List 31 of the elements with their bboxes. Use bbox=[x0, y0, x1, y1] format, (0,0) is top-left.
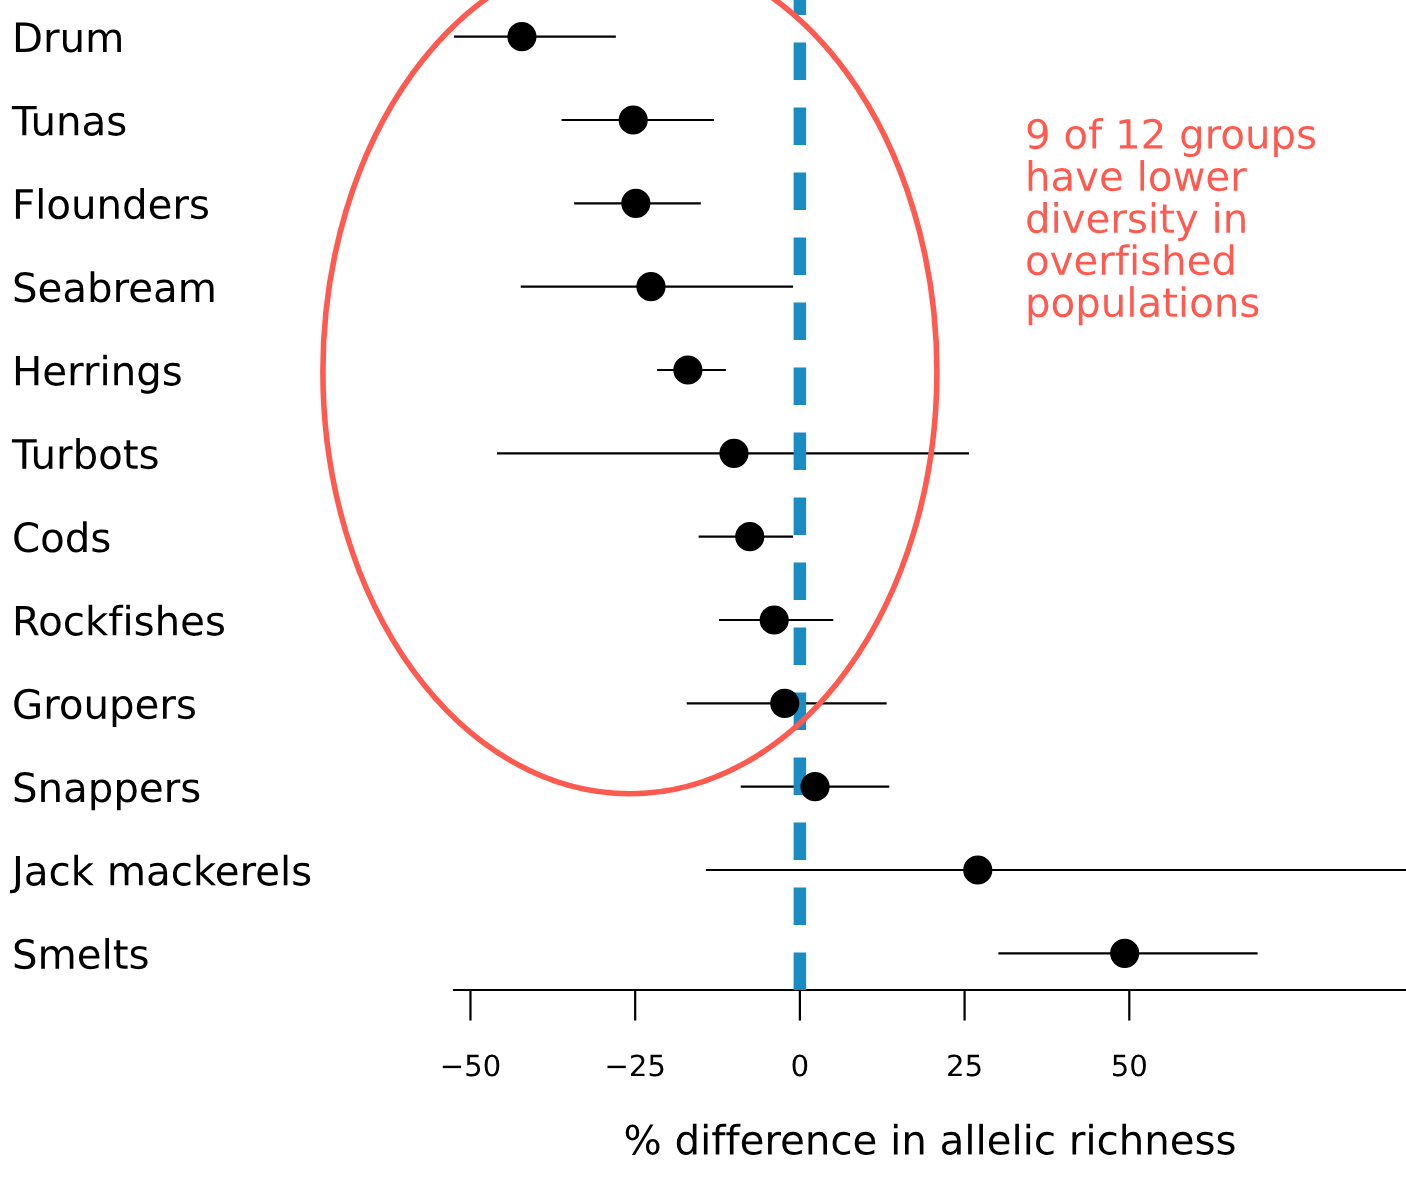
x-tick-label: −25 bbox=[607, 1054, 664, 1077]
x-tick-label: 50 bbox=[1112, 1054, 1146, 1077]
point bbox=[735, 522, 765, 552]
y-tick-label: Smelts bbox=[14, 938, 148, 970]
x-tick-label: 0 bbox=[792, 1054, 808, 1077]
point bbox=[759, 605, 789, 635]
point bbox=[800, 772, 830, 802]
y-tick-label: Rockfishes bbox=[15, 604, 224, 636]
x-tick-label: −50 bbox=[442, 1054, 500, 1077]
y-tick-label: Jack mackerels bbox=[9, 854, 311, 894]
point bbox=[963, 855, 993, 885]
point bbox=[673, 355, 703, 385]
y-tick-label: Drum bbox=[15, 22, 121, 53]
point bbox=[618, 105, 648, 135]
y-tick-label: Tunas bbox=[11, 105, 126, 136]
point bbox=[507, 22, 537, 52]
point bbox=[621, 188, 651, 218]
annotation: 9 of 12 groups have lower diversity in overfished populations bbox=[1027, 118, 1316, 326]
y-tick-label: Turbots bbox=[11, 438, 158, 470]
y-tick-label: Cods bbox=[14, 521, 110, 553]
point bbox=[1110, 938, 1140, 968]
y-tick-label: Flounders bbox=[15, 188, 208, 220]
x-axis-title: % difference in allelic richness bbox=[625, 1123, 1235, 1155]
x-tick-label: 25 bbox=[948, 1054, 981, 1077]
y-tick-label: Herrings bbox=[15, 354, 181, 394]
point bbox=[636, 272, 666, 302]
y-tick-label: Snappers bbox=[14, 772, 200, 811]
y-tick-label: Seabream bbox=[14, 271, 214, 303]
point bbox=[770, 688, 800, 718]
point bbox=[719, 438, 749, 468]
y-tick-label: Groupers bbox=[14, 688, 195, 728]
